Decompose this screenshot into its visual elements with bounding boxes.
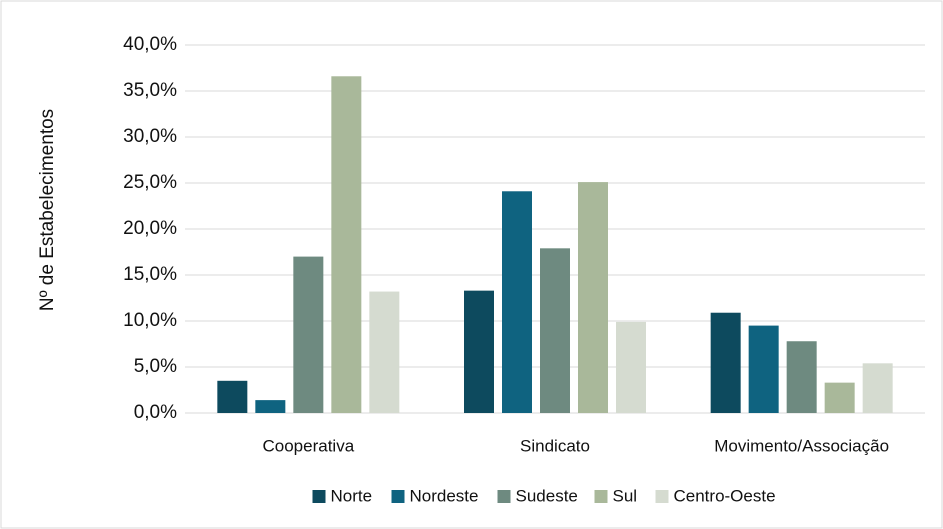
- y-tick-label: 15,0%: [123, 264, 177, 285]
- legend-swatch: [313, 490, 326, 503]
- y-tick-label: 30,0%: [123, 126, 177, 147]
- y-tick-label: 25,0%: [123, 172, 177, 193]
- legend-label: Nordeste: [410, 486, 479, 505]
- y-tick-label: 35,0%: [123, 80, 177, 101]
- y-tick-label: 20,0%: [123, 218, 177, 239]
- bar: [787, 341, 817, 413]
- legend-swatch: [498, 490, 511, 503]
- legend-label: Norte: [331, 486, 373, 505]
- bar: [217, 381, 247, 413]
- bar: [825, 383, 855, 413]
- legend-label: Centro-Oeste: [674, 486, 776, 505]
- x-tick-label: Cooperativa: [262, 436, 354, 455]
- bar: [540, 248, 570, 413]
- bar: [616, 322, 646, 413]
- y-tick-label: 5,0%: [134, 356, 177, 377]
- y-axis-label: Nº de Estabelecimentos: [37, 109, 58, 311]
- legend-swatch: [656, 490, 669, 503]
- legend-label: Sudeste: [516, 486, 578, 505]
- legend-swatch: [595, 490, 608, 503]
- y-tick-label: 0,0%: [134, 402, 177, 423]
- x-tick-label: Movimento/Associação: [714, 436, 889, 455]
- legend-label: Sul: [613, 486, 638, 505]
- bar: [464, 291, 494, 413]
- y-tick-label: 10,0%: [123, 310, 177, 331]
- bar: [502, 191, 532, 413]
- bar: [578, 182, 608, 413]
- bar: [369, 292, 399, 413]
- bar: [863, 363, 893, 413]
- bar: [293, 257, 323, 413]
- x-tick-label: Sindicato: [520, 436, 590, 455]
- bar: [331, 76, 361, 413]
- bar: [749, 326, 779, 413]
- bar: [255, 400, 285, 413]
- legend-swatch: [392, 490, 405, 503]
- y-tick-label: 40,0%: [123, 34, 177, 55]
- bar: [711, 313, 741, 413]
- chart: Nº de Estabelecimentos 0,0% 5,0% 10,0% 15,0…: [0, 0, 943, 529]
